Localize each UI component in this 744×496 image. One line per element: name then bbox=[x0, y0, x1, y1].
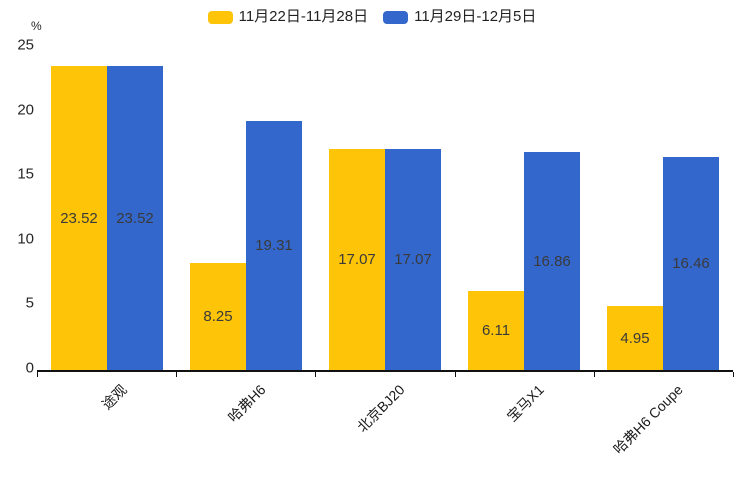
bar-value-label: 23.52 bbox=[116, 209, 154, 227]
bar-series-2-北京BJ20: 17.07 bbox=[385, 149, 441, 370]
bar-value-label: 6.11 bbox=[481, 322, 511, 339]
legend-item-series-2[interactable]: 11月29日-12月5日 bbox=[383, 7, 536, 27]
y-axis-unit-label: % bbox=[31, 19, 42, 33]
y-tick-label: 10 bbox=[17, 230, 34, 248]
y-tick-label: 20 bbox=[17, 101, 34, 119]
bar-value-label: 23.52 bbox=[60, 209, 98, 227]
x-axis-tick bbox=[37, 372, 38, 377]
bar-value-label: 17.07 bbox=[394, 251, 432, 268]
legend-label: 11月22日-11月28日 bbox=[238, 8, 369, 25]
legend-label: 11月29日-12月5日 bbox=[414, 8, 537, 25]
x-category-label: 途观 bbox=[98, 381, 130, 413]
bar-value-label: 4.95 bbox=[620, 329, 650, 347]
bar-value-label: 8.25 bbox=[203, 308, 233, 325]
x-axis-tick bbox=[455, 372, 456, 377]
bar-series-1-哈弗H6: 8.25 bbox=[190, 263, 246, 370]
legend-swatch-icon bbox=[383, 10, 409, 24]
bar-series-1-途观: 23.52 bbox=[51, 66, 107, 370]
legend-swatch-icon bbox=[207, 10, 233, 24]
x-axis-tick bbox=[594, 372, 595, 377]
y-tick-label: 25 bbox=[17, 36, 34, 54]
bar-series-1-哈弗H6 Coupe: 4.95 bbox=[607, 306, 663, 370]
x-category-label: 哈弗H6 Coupe bbox=[610, 381, 687, 458]
bar-series-1-宝马X1: 6.11 bbox=[468, 291, 524, 370]
bar-series-2-宝马X1: 16.86 bbox=[524, 152, 580, 370]
bar-series-2-途观: 23.52 bbox=[107, 66, 163, 370]
y-tick-label: 0 bbox=[25, 359, 34, 377]
bar-series-2-哈弗H6 Coupe: 16.46 bbox=[663, 157, 719, 370]
x-category-label: 宝马X1 bbox=[503, 381, 547, 425]
bar-value-label: 19.31 bbox=[255, 237, 293, 254]
bar-value-label: 17.07 bbox=[338, 251, 376, 268]
bar-series-1-北京BJ20: 17.07 bbox=[329, 149, 385, 370]
legend-item-series-1[interactable]: 11月22日-11月28日 bbox=[207, 7, 369, 27]
bar-value-label: 16.46 bbox=[672, 255, 710, 272]
y-tick-label: 15 bbox=[17, 165, 34, 183]
y-tick-label: 5 bbox=[25, 294, 34, 312]
bar-value-label: 16.86 bbox=[533, 252, 571, 270]
x-axis-tick bbox=[176, 372, 177, 377]
x-category-label: 哈弗H6 bbox=[224, 381, 269, 426]
bar-series-2-哈弗H6: 19.31 bbox=[246, 121, 302, 370]
x-axis-tick bbox=[315, 372, 316, 377]
x-category-label: 北京BJ20 bbox=[354, 381, 408, 436]
chart-legend: 11月22日-11月28日 11月29日-12月5日 bbox=[0, 7, 744, 27]
x-axis-line bbox=[37, 370, 733, 372]
x-axis-tick bbox=[733, 372, 734, 377]
